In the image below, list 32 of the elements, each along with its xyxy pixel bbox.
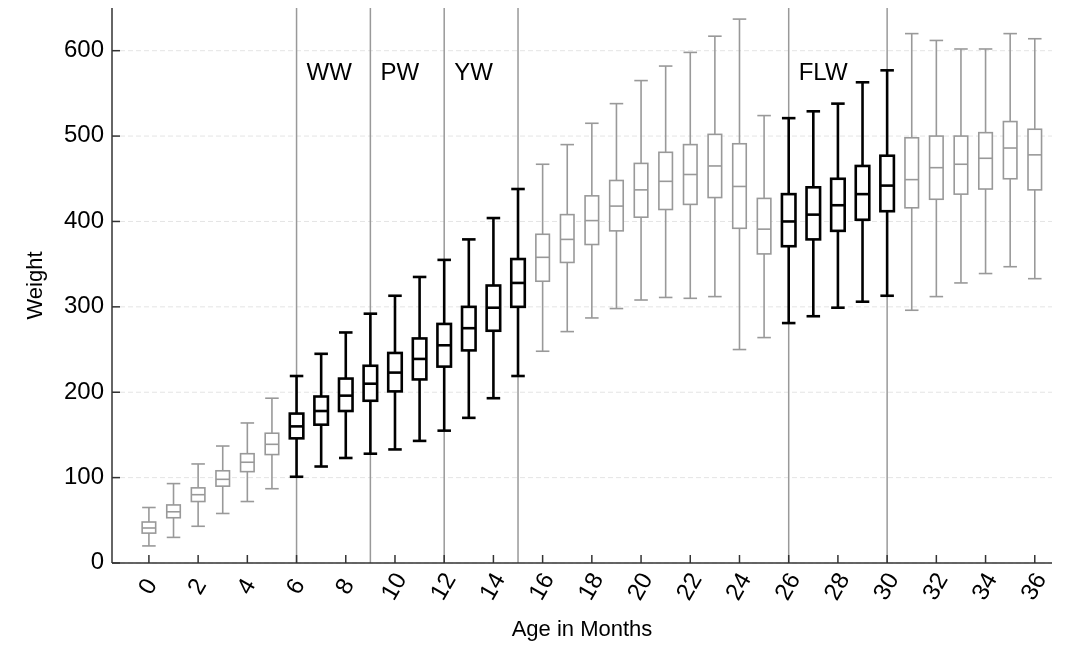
y-tick-label: 400 xyxy=(63,205,104,233)
ref-line-label: WW xyxy=(306,58,353,86)
x-tick-label: 16 xyxy=(522,567,560,605)
x-tick-label: 10 xyxy=(374,567,412,605)
x-tick-label: 18 xyxy=(571,567,609,605)
x-tick-label: 0 xyxy=(132,573,163,599)
x-tick-label: 8 xyxy=(328,573,359,599)
x-tick-label: 6 xyxy=(279,573,310,599)
ref-line-label: FLW xyxy=(798,58,848,86)
x-tick-label: 2 xyxy=(181,573,212,599)
y-tick-label: 200 xyxy=(63,376,104,404)
ref-line-label: YW xyxy=(454,58,494,86)
x-tick-label: 36 xyxy=(1014,567,1052,605)
x-tick-label: 30 xyxy=(866,567,904,605)
ref-line-label: PW xyxy=(380,58,420,86)
x-tick-label: 26 xyxy=(768,567,806,605)
x-tick-label: 22 xyxy=(670,567,707,605)
x-tick-label: 14 xyxy=(473,567,510,605)
x-tick-label: 32 xyxy=(916,567,953,605)
x-axis-title: Age in Months xyxy=(511,616,653,641)
x-tick-label: 34 xyxy=(965,567,1003,605)
y-tick-label: 300 xyxy=(63,291,104,319)
y-tick-label: 0 xyxy=(90,547,104,575)
y-axis-title: Weight xyxy=(22,251,47,320)
x-tick-label: 20 xyxy=(620,567,658,605)
x-tick-label: 4 xyxy=(230,573,261,599)
x-tick-label: 12 xyxy=(423,567,461,605)
y-tick-label: 500 xyxy=(63,120,104,148)
y-tick-label: 600 xyxy=(63,35,104,63)
x-tick-label: 24 xyxy=(719,567,756,605)
y-tick-label: 100 xyxy=(63,461,104,489)
x-tick-label: 28 xyxy=(817,567,855,605)
